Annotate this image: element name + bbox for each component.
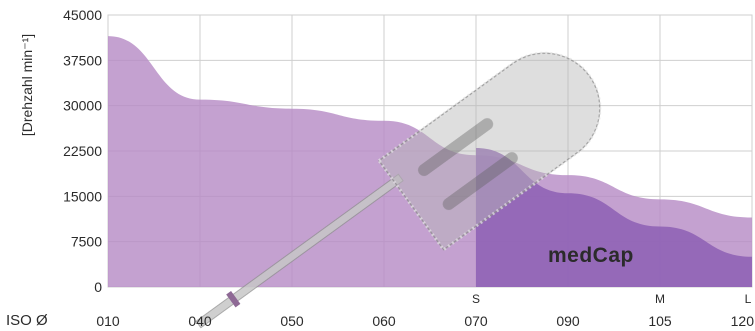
size-mark-s: S xyxy=(472,292,480,306)
y-tick-labels: 0 7500 15000 22500 30000 37500 45000 xyxy=(63,7,102,295)
x-tick-label: 010 xyxy=(96,313,120,329)
x-tick-label: 120 xyxy=(731,313,755,329)
y-tick-label: 7500 xyxy=(71,234,102,250)
y-tick-label: 30000 xyxy=(63,98,102,114)
y-tick-label: 45000 xyxy=(63,7,102,23)
x-tick-label: 090 xyxy=(556,313,580,329)
x-axis-label: ISO Ø xyxy=(6,312,48,329)
x-tick-labels: 010 040 050 060 070 090 105 120 xyxy=(96,313,754,329)
series-area-medcap xyxy=(476,147,752,287)
y-tick-label: 22500 xyxy=(63,143,102,159)
x-tick-label: 040 xyxy=(188,313,212,329)
x-tick-label: 105 xyxy=(648,313,672,329)
size-mark-l: L xyxy=(745,292,752,306)
x-tick-label: 060 xyxy=(372,313,396,329)
y-tick-label: 15000 xyxy=(63,188,102,204)
size-mark-m: M xyxy=(655,292,665,306)
y-tick-label: 37500 xyxy=(63,52,102,68)
x-tick-label: 070 xyxy=(464,313,488,329)
plot-area xyxy=(108,36,752,288)
x-tick-label: 050 xyxy=(280,313,304,329)
series-label-medcap: medCap xyxy=(548,244,634,267)
y-axis-label: [Drehzahl min⁻¹] xyxy=(19,34,35,136)
sanding-cap-illustration-icon xyxy=(195,51,602,329)
y-tick-label: 0 xyxy=(94,279,102,295)
